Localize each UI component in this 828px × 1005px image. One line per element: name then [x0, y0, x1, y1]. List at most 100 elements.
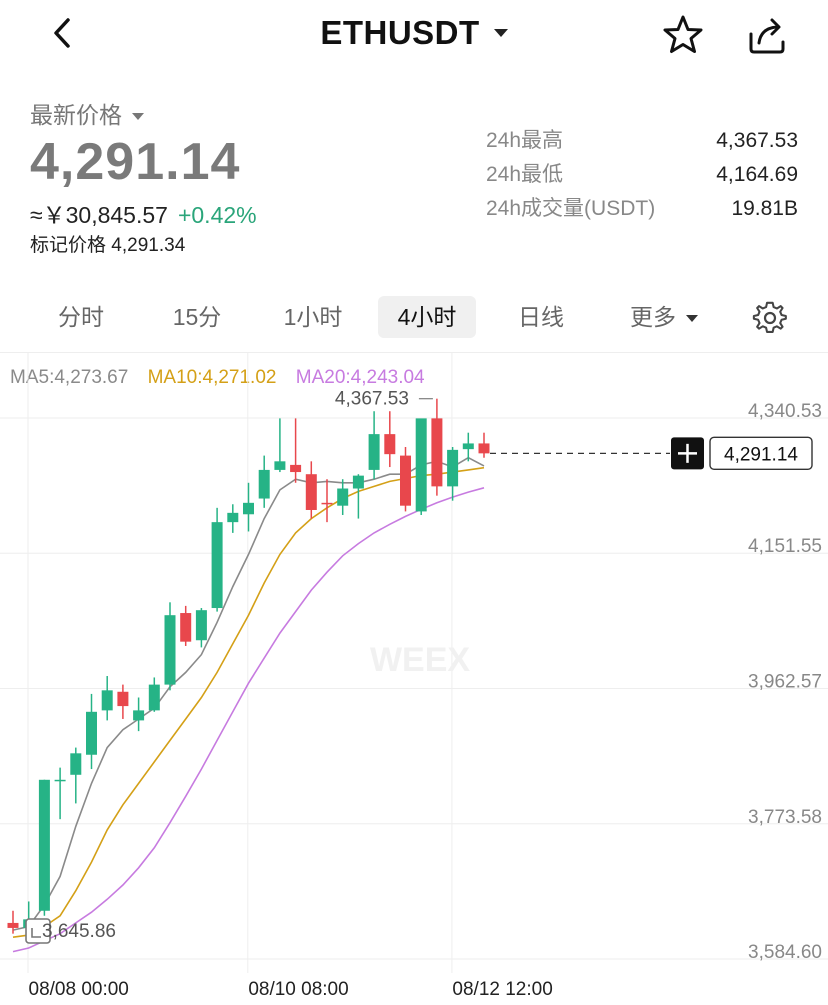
candle — [195, 608, 207, 648]
mark-price-value: 4,291.34 — [111, 235, 186, 256]
candle-body — [211, 522, 223, 609]
candle — [7, 910, 19, 934]
candle-body — [38, 779, 50, 911]
stat-low: 24h最低 4,164.69 — [486, 158, 798, 192]
candle — [352, 474, 364, 519]
candle-body — [274, 461, 286, 470]
candle-body — [133, 710, 145, 721]
stat-value: 4,367.53 — [716, 129, 798, 152]
candle — [478, 432, 490, 458]
stat-label: 24h最低 — [486, 163, 564, 186]
tab-more[interactable]: 更多 — [614, 296, 714, 338]
kline-svg: WEEX 4,340.53 4,151.55 3,962.57 3,773.58 3,5… — [0, 353, 828, 1000]
share-button[interactable] — [744, 12, 790, 58]
watermark-text: WEEX — [370, 641, 470, 679]
candle-body — [321, 502, 333, 505]
low-marker-arrow — [31, 928, 41, 938]
candle — [415, 418, 427, 515]
y-tick-label: 4,151.55 — [748, 536, 822, 557]
candle — [384, 411, 396, 468]
candle-body — [384, 434, 396, 455]
tab-label: 更多 — [630, 304, 676, 330]
candle — [164, 602, 176, 691]
ma10-layer — [12, 466, 485, 938]
y-tick-label: 3,773.58 — [748, 807, 822, 828]
candle-body — [7, 922, 19, 928]
stat-value: 4,164.69 — [716, 163, 798, 186]
kline-chart[interactable]: MA5:4,273.67 MA10:4,271.02 MA20:4,243.04… — [0, 352, 828, 1005]
ma20-legend: MA20:4,243.04 — [295, 367, 425, 388]
ma20-layer — [12, 487, 485, 953]
ma10-legend: MA10:4,271.02 — [147, 367, 277, 388]
candle-body — [243, 502, 254, 515]
candle-body — [290, 464, 302, 473]
tab-15m[interactable]: 15分 — [156, 296, 238, 338]
candle — [462, 432, 474, 462]
back-button[interactable] — [40, 12, 84, 56]
candle — [180, 605, 192, 646]
annotations-layer: 4,291.14 4,367.53 3,645.86 — [25, 389, 813, 944]
candle-body — [227, 512, 239, 523]
ma5-legend: MA5:4,273.67 — [10, 367, 129, 388]
x-tick-label: 08/08 00:00 — [29, 979, 129, 1000]
gear-icon — [752, 301, 787, 333]
candle — [117, 684, 129, 719]
tab-1d[interactable]: 日线 — [500, 296, 582, 338]
candle-body — [305, 474, 317, 510]
latest-price-selector[interactable]: 最新价格 — [30, 96, 144, 130]
candle-body — [415, 418, 427, 512]
stat-label: 24h最高 — [486, 129, 564, 152]
star-icon — [663, 15, 703, 53]
stat-volume: 24h成交量(USDT) 19.81B — [486, 192, 798, 226]
tab-label: 分时 — [58, 304, 104, 330]
caret-down-icon — [686, 315, 698, 323]
chart-settings-button[interactable] — [752, 300, 788, 336]
tab-label: 日线 — [518, 304, 564, 330]
price-change: +0.42% — [177, 202, 257, 228]
candle — [211, 507, 223, 612]
stat-high: 24h最高 4,367.53 — [486, 124, 798, 158]
price-subline: ≈￥30,845.57 +0.42% — [30, 196, 257, 230]
y-tick-label: 4,340.53 — [748, 401, 822, 422]
candle — [337, 479, 349, 515]
candle-body — [478, 443, 490, 454]
caret-down-icon — [493, 29, 508, 37]
x-tick-label: 08/12 12:00 — [452, 979, 552, 1000]
y-tick-label: 3,962.57 — [748, 671, 822, 692]
candle-body — [447, 449, 459, 487]
candle — [368, 411, 380, 480]
symbol-selector[interactable]: ETHUSDT — [0, 14, 828, 52]
tab-label: 15分 — [172, 304, 222, 330]
ma10-line — [12, 466, 485, 938]
candle — [243, 482, 254, 532]
candle — [290, 418, 302, 483]
candle — [227, 504, 239, 533]
tab-time[interactable]: 分时 — [40, 296, 122, 338]
x-axis: 08/08 00:00 08/10 08:00 08/12 12:00 — [29, 979, 553, 1000]
tab-label: 4小时 — [397, 304, 457, 330]
candle — [305, 461, 317, 519]
x-tick-label: 08/10 08:00 — [248, 979, 348, 1000]
high-label: 4,367.53 — [335, 389, 409, 410]
current-price-tag — [709, 436, 813, 471]
last-price: 4,291.14 — [30, 133, 241, 191]
latest-price-label: 最新价格 — [30, 102, 122, 128]
mark-price-label: 标记价格 — [30, 235, 107, 256]
candle — [400, 447, 411, 512]
candles-layer — [7, 398, 490, 940]
candle — [38, 779, 50, 916]
tab-1h[interactable]: 1小时 — [268, 296, 358, 338]
y-axis: 4,340.53 4,151.55 3,962.57 3,773.58 3,584.60 — [748, 401, 822, 963]
favorite-button[interactable] — [660, 12, 706, 58]
candle-body — [70, 753, 82, 775]
candle — [321, 479, 333, 523]
ma20-line — [12, 487, 485, 953]
candle-body — [431, 418, 443, 487]
y-tick-label: 3,584.60 — [748, 942, 822, 963]
stat-label: 24h成交量(USDT) — [486, 197, 656, 220]
candle — [70, 747, 82, 804]
candle-body — [400, 455, 411, 506]
tab-4h[interactable]: 4小时 — [378, 296, 476, 338]
stats-panel: 24h最高 4,367.53 24h最低 4,164.69 24h成交量(USD… — [486, 124, 798, 226]
candle-body — [195, 610, 207, 641]
